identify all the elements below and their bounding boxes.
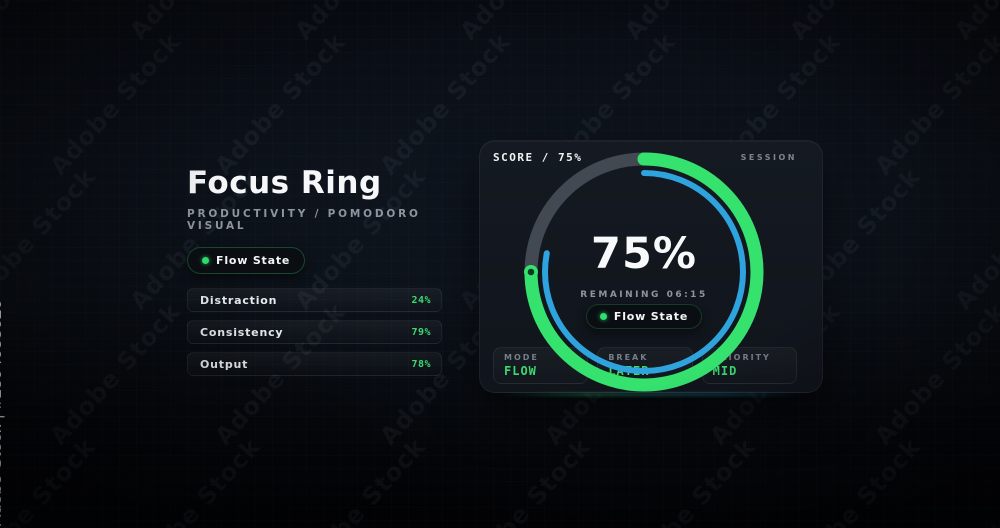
flow-state-chip-label: Flow State	[216, 254, 291, 267]
mode-box-label: MODE	[504, 353, 539, 362]
stock-watermark-tile: Adobe Stock	[44, 297, 187, 451]
card-flow-state-chip[interactable]: Flow State	[585, 303, 703, 329]
status-dot-icon	[202, 257, 209, 264]
stat-label: Consistency	[200, 325, 284, 339]
footer-boxes: MODE FLOW BREAK LATER PRIORITY MID	[493, 347, 797, 384]
stock-watermark-tile: Adobe Stock	[619, 0, 761, 45]
stock-watermark-tile: Adobe Stock	[289, 0, 431, 45]
stock-watermark-tile: Adobe Stock	[44, 27, 187, 181]
left-panel: Focus Ring PRODUCTIVITY / POMODORO VISUA…	[187, 168, 442, 376]
score-percent: 75%	[591, 229, 697, 279]
stock-watermark-tile: Adobe Stock	[289, 432, 432, 528]
page-subtitle: PRODUCTIVITY / POMODORO VISUAL	[187, 208, 421, 232]
break-box-value: LATER	[608, 364, 650, 378]
stat-value: 78%	[411, 358, 431, 370]
stock-watermark-tile: Adobe Stock	[0, 0, 101, 45]
stock-watermark-tile: Adobe Stock	[784, 432, 927, 528]
stock-watermark-tile: Adobe Stock	[209, 27, 352, 181]
stock-watermark-tile: Adobe Stock	[784, 0, 926, 45]
stock-watermark-tile: Adobe Stock	[0, 432, 102, 528]
stat-label: Output	[200, 357, 249, 371]
stock-watermark-tile: Adobe Stock	[124, 0, 266, 45]
flow-state-chip[interactable]: Flow State	[187, 247, 306, 274]
status-dot-icon	[599, 312, 607, 320]
stock-watermark-id: Adobe Stock | #1894033626	[0, 299, 5, 526]
session-card: SCORE / 75% SESSION MODE FLOW BREAK LATE…	[479, 140, 823, 393]
stock-watermark-tile: Adobe Stock	[949, 433, 1000, 528]
priority-box-value: MID	[712, 364, 738, 378]
card-flow-state-chip-label: Flow State	[613, 309, 689, 323]
ring-secondary-arc	[542, 170, 746, 374]
ring-center: 75% REMAINING 06:15 Flow State	[534, 229, 754, 329]
session-card-wrap: SCORE / 75% SESSION MODE FLOW BREAK LATE…	[479, 140, 823, 396]
score-label: SCORE / 75%	[493, 151, 583, 164]
stat-row-consistency: Consistency 79%	[187, 320, 442, 344]
stock-watermark-tile: Adobe Stock	[869, 297, 1000, 451]
card-underglow	[496, 393, 806, 396]
stock-watermark-tile: Adobe Stock	[454, 432, 597, 528]
break-box[interactable]: BREAK LATER	[597, 347, 693, 384]
stats-list: Distraction 24% Consistency 79% Output 7…	[187, 288, 442, 376]
stat-value: 24%	[411, 294, 431, 306]
mode-box-value: FLOW	[504, 364, 537, 378]
stat-row-distraction: Distraction 24%	[187, 288, 442, 312]
remaining-label: REMAINING 06:15	[580, 289, 708, 300]
stock-watermark-tile: Adobe Stock	[949, 0, 1000, 45]
stock-watermark-tile: Adobe Stock	[619, 432, 762, 528]
break-box-label: BREAK	[608, 353, 649, 362]
card-header: SCORE / 75% SESSION	[493, 151, 797, 164]
ring-end-dot	[527, 268, 535, 276]
stat-label: Distraction	[200, 293, 278, 307]
stock-watermark-tile: Adobe Stock	[124, 432, 267, 528]
mode-box[interactable]: MODE FLOW	[493, 347, 589, 384]
stat-row-output: Output 78%	[187, 352, 442, 376]
priority-box-label: PRIORITY	[712, 353, 771, 362]
stat-value: 79%	[411, 326, 431, 338]
stock-watermark-tile: Adobe Stock	[0, 162, 102, 316]
ring-end-cap	[524, 265, 538, 279]
session-label: SESSION	[740, 153, 797, 162]
stock-watermark-tile: Adobe Stock	[869, 27, 1000, 181]
stock-watermark-tile: Adobe Stock	[949, 163, 1000, 316]
page-title: Focus Ring	[187, 165, 382, 201]
priority-box[interactable]: PRIORITY MID	[701, 347, 797, 384]
stock-watermark-tile: Adobe Stock	[454, 0, 596, 45]
